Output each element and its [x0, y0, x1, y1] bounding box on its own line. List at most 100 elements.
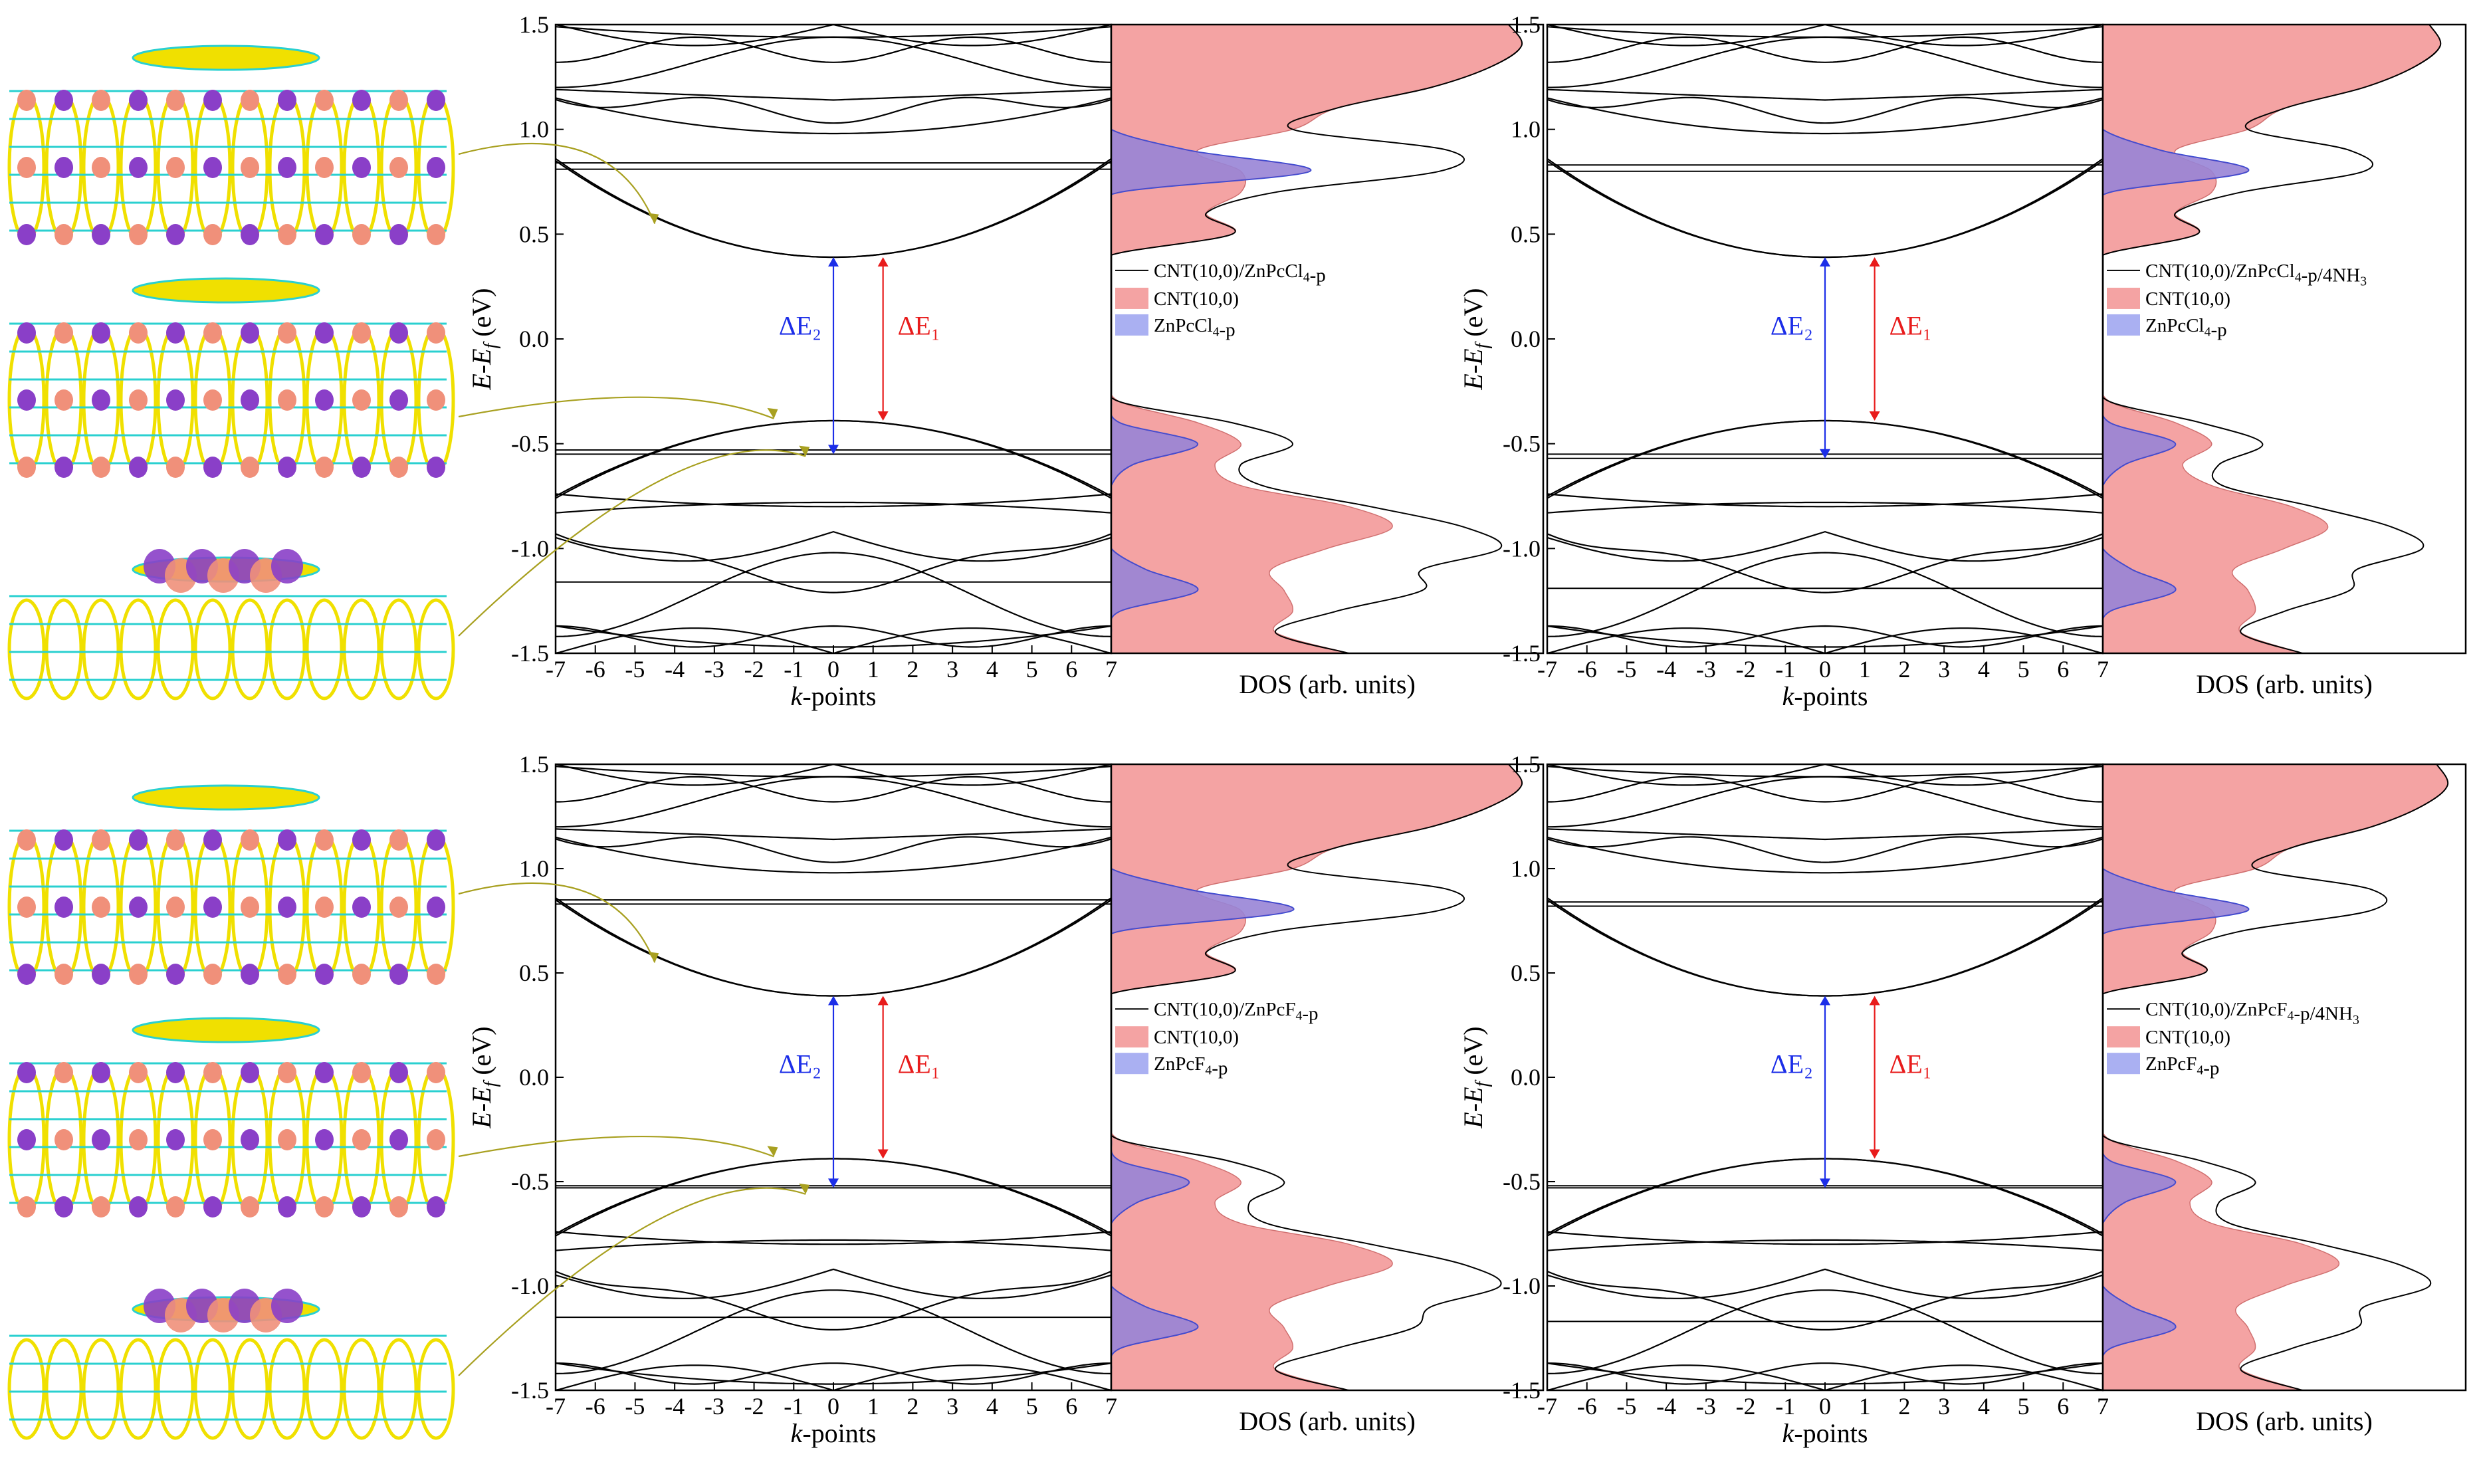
orbital-lobe	[129, 1062, 148, 1083]
orbital-lobe	[389, 1129, 408, 1150]
orbital-lobe	[203, 157, 222, 178]
x-tick-label: -5	[625, 656, 645, 683]
x-tick-label: 0	[827, 656, 839, 683]
x-tick-label: 2	[907, 656, 918, 683]
y-tick-label: 0.0	[519, 1064, 549, 1091]
orbital-lobe	[17, 224, 36, 245]
band-line	[556, 1362, 1111, 1385]
y-tick-label: 1.5	[1511, 11, 1541, 38]
legend-pc-label: ZnPcF4-p	[2145, 1053, 2219, 1079]
dos-axis-label: DOS (arb. units)	[1239, 1406, 1416, 1436]
phthalocyanine-orbital-icon	[7, 1289, 455, 1440]
orbital-lobe	[54, 322, 73, 344]
y-axis-label: E-Ef (eV)	[467, 1026, 501, 1128]
x-tick-label: 7	[2097, 656, 2109, 683]
legend-pc-swatch	[1115, 1053, 1148, 1075]
band-line	[556, 776, 1111, 803]
orbital-lobe	[278, 457, 296, 478]
band-line	[1547, 625, 2103, 648]
orbital-lobe	[166, 157, 185, 178]
band-line	[1547, 26, 2103, 38]
band-line	[1547, 1364, 2103, 1390]
x-tick-label: 6	[1065, 656, 1077, 683]
orbital-lobe	[427, 1129, 445, 1150]
cnt-ring	[156, 1338, 195, 1440]
orbital-lobe	[92, 224, 110, 245]
orbital-lobe	[54, 90, 73, 111]
orbital-lobe	[427, 322, 445, 344]
legend-total-label: CNT(10,0)/ZnPcCl4-p/4NH3	[2145, 261, 2367, 289]
orbital-lobe	[17, 1129, 36, 1150]
orbital-lobe	[271, 549, 303, 583]
band-line	[556, 501, 1111, 514]
orbital-lobe	[278, 1129, 296, 1150]
x-tick-label: 3	[1938, 656, 1950, 683]
phthalocyanine-molecule	[132, 277, 320, 304]
band-line	[1547, 828, 2103, 841]
legend-total-label: CNT(10,0)/ZnPcF4-p	[1154, 999, 1319, 1024]
cnt-ring	[417, 598, 455, 700]
legend-cnt-swatch	[1115, 1026, 1148, 1048]
x-tick-label: 7	[1105, 656, 1117, 683]
x-tick-label: 2	[907, 1393, 918, 1420]
orbital-lobe	[427, 964, 445, 985]
x-tick-label: 5	[2018, 1393, 2030, 1420]
orbital-lobe	[129, 457, 148, 478]
x-tick-label: 5	[2018, 656, 2030, 683]
orbital-lobe	[241, 90, 259, 111]
band-line	[1547, 158, 2103, 259]
chart-panel-top-left: -7 -6 -5 -4 -3 -2 -1 0 1 2 3 4 5 6 7 -1.5 -1.0 -0.5 0.0 0.5…	[7, 11, 1545, 711]
x-tick-label: -3	[704, 1393, 724, 1420]
arrow-head	[828, 445, 839, 455]
orbital-lobe	[389, 829, 408, 851]
phthalocyanine-molecule	[132, 45, 320, 71]
y-tick-label: 1.5	[519, 751, 549, 778]
orbital-lobe	[352, 90, 371, 111]
x-tick-label: 5	[1026, 656, 1038, 683]
chart-panel-bottom-left: -7 -6 -5 -4 -3 -2 -1 0 1 2 3 4 5 6 7 -1.5 -1.0 -0.5 0.0 0.5…	[7, 751, 1545, 1448]
orbital-lobe	[278, 90, 296, 111]
legend-cnt-label: CNT(10,0)	[1154, 1027, 1239, 1048]
band-line	[556, 1289, 1111, 1374]
orbital-lobe	[54, 1129, 73, 1150]
orbital-lobe	[427, 1062, 445, 1083]
band-line	[556, 493, 1111, 508]
x-tick-label: -7	[1537, 656, 1557, 683]
y-tick-label: -1.5	[1503, 1377, 1541, 1404]
phthalocyanine-orbital-icon	[7, 549, 455, 700]
y-tick-label: -1.5	[511, 1377, 549, 1404]
dos-frame	[2102, 763, 2467, 1392]
cnt-ring	[231, 598, 269, 700]
x-axis-label: k-points	[791, 681, 877, 711]
legend-pc-label: ZnPcCl4-p	[2145, 315, 2227, 340]
band-line	[556, 1364, 1111, 1390]
orbital-lobe	[92, 157, 110, 178]
legend-pc-swatch	[2107, 1053, 2140, 1075]
band-line	[556, 530, 1111, 562]
orbital-lobe	[129, 964, 148, 985]
x-tick-label: -7	[1537, 1393, 1557, 1420]
y-tick-label: 1.0	[519, 116, 549, 143]
orbital-lobe	[17, 457, 36, 478]
band-line	[556, 1239, 1111, 1251]
y-tick-label: -1.0	[511, 535, 549, 562]
x-tick-label: 6	[1065, 1393, 1077, 1420]
band-line	[1547, 1239, 2103, 1251]
orbital-lobe	[129, 90, 148, 111]
orbital-lobe	[17, 90, 36, 111]
orbital-lobe	[352, 322, 371, 344]
orbital-lobe	[389, 157, 408, 178]
orbital-lobe	[427, 389, 445, 411]
band-line	[1547, 836, 2103, 874]
x-tick-label: -5	[1616, 656, 1636, 683]
band-line	[1547, 96, 2103, 124]
legend-cnt-swatch	[2107, 287, 2140, 309]
orbital-lobe	[278, 829, 296, 851]
orbital-lobe	[129, 829, 148, 851]
orbital-lobe	[17, 389, 36, 411]
y-axis-label: E-Ef (eV)	[1458, 1026, 1493, 1128]
orbital-lobe	[352, 157, 371, 178]
orbital-lobe	[427, 157, 445, 178]
x-tick-label: -1	[1775, 656, 1795, 683]
